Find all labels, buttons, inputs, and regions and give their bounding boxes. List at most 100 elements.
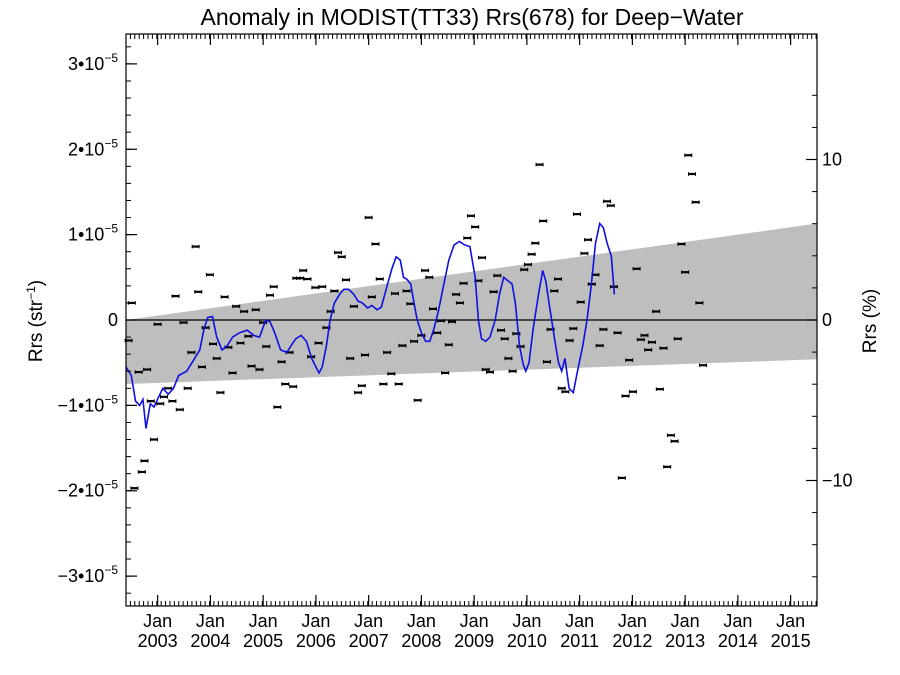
data-point [149,437,158,442]
x-tick-label-month: Jan [249,611,278,631]
data-point [146,399,155,403]
data-point [262,344,271,349]
x-tick-label-month: Jan [196,611,225,631]
data-point [516,344,525,349]
data-point [194,290,203,294]
data-point [171,294,180,298]
data-point [452,292,461,297]
data-point [625,358,634,362]
data-point [209,342,218,346]
data-point [466,214,475,218]
data-point [455,301,464,305]
data-point [527,252,536,257]
data-point [428,307,437,311]
data-point [677,242,686,246]
data-point [371,242,380,246]
x-tick-label-month: Jan [460,611,489,631]
data-point [459,281,468,286]
data-point [617,476,626,480]
data-point [621,394,630,398]
left-tick-label: −1•10−5 [57,392,118,415]
data-point [520,267,529,272]
data-point [391,291,400,296]
data-point [244,334,253,339]
data-point [436,319,445,323]
data-point [183,386,192,391]
data-point [232,304,241,309]
data-point [673,336,682,341]
data-point [379,382,388,386]
data-point [236,341,245,345]
y-axis-label-left: Rrs (str−1) [24,280,47,362]
data-point [341,278,350,282]
data-point [281,382,290,386]
left-tick-label: 2•10−5 [68,136,118,159]
data-point [561,389,570,394]
data-point [383,350,392,355]
data-point [334,250,343,255]
data-point [360,353,369,357]
left-tick-label: 3•10−5 [68,51,118,74]
data-point [387,371,396,376]
data-point [603,199,612,204]
data-point [364,215,373,220]
data-point [444,342,453,347]
data-point [632,266,641,271]
x-tick-label-year: 2015 [771,631,811,651]
data-point [330,289,339,293]
x-tick-label-year: 2012 [612,631,652,651]
data-point [179,320,188,325]
data-point [584,237,593,242]
data-point [684,153,693,158]
x-tick-label-month: Jan [407,611,436,631]
data-point [289,384,298,389]
left-tick-label: −2•10−5 [57,478,118,501]
data-point [595,343,604,348]
data-point [481,367,490,372]
data-point [212,356,221,361]
data-point [266,293,275,298]
data-point [354,390,363,395]
data-point [247,364,256,368]
data-point [489,290,498,294]
data-point [644,348,653,352]
data-point [143,367,152,372]
x-tick-label-month: Jan [565,611,594,631]
data-point [273,405,282,409]
data-point [636,337,645,342]
data-point [367,295,376,299]
plot-area: 3•10−5 2•10−5 1•10−5 0 −1•10−5 −2•10−5 −3•10−5… [57,33,853,651]
data-point [402,289,411,293]
data-point [140,459,149,463]
data-point [535,162,544,167]
data-point [576,300,585,304]
data-point [318,284,327,289]
data-point [228,371,237,375]
data-point [394,382,403,386]
x-tick-label-month: Jan [354,611,383,631]
data-point [539,219,548,223]
data-point [346,356,355,361]
left-tick-label: −3•10−5 [57,563,118,586]
data-point [130,486,139,490]
data-point [314,341,323,345]
data-point [134,370,143,374]
data-point [175,407,184,412]
data-point [557,386,566,391]
data-point [523,262,532,267]
data-point [500,336,509,341]
data-point [349,304,358,309]
data-point [156,401,165,406]
chart-title: Anomaly in MODIST(TT33) Rrs(678) for Dee… [201,4,744,30]
data-point [569,326,578,331]
data-point [153,322,162,327]
data-point [497,328,506,333]
data-point [572,212,581,216]
data-point [493,273,502,278]
data-point [478,255,487,260]
data-point [417,333,426,338]
data-point [410,339,419,344]
x-tick-label-year: 2013 [665,631,705,651]
data-point [542,360,551,364]
